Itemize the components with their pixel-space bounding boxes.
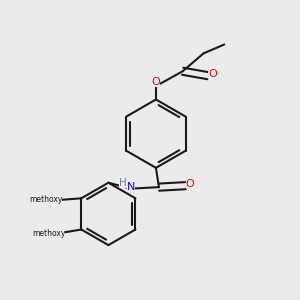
Text: O: O xyxy=(48,195,56,205)
Text: O: O xyxy=(208,69,217,79)
Text: methoxy: methoxy xyxy=(32,230,65,238)
Text: H: H xyxy=(119,178,127,188)
Text: O: O xyxy=(152,76,160,87)
Text: O: O xyxy=(51,229,59,239)
Text: O: O xyxy=(186,178,194,189)
Text: methoxy: methoxy xyxy=(29,195,62,204)
Text: N: N xyxy=(127,182,136,192)
